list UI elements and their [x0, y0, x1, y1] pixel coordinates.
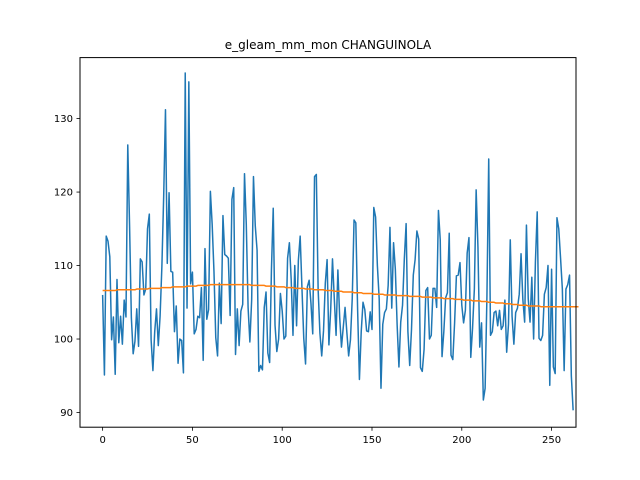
- x-tick-label: 50: [186, 435, 199, 446]
- x-axis: 0 50 100 150 200 250: [99, 427, 561, 446]
- y-tick-label: 100: [54, 335, 73, 346]
- x-tick-label: 150: [362, 435, 381, 446]
- y-tick-label: 120: [54, 188, 73, 199]
- x-tick-label: 0: [99, 435, 105, 446]
- plot-area: [101, 72, 579, 411]
- x-tick-label: 250: [542, 435, 561, 446]
- axes-frame: [79, 57, 577, 428]
- y-axis: 90 100 110 120 130: [54, 114, 80, 419]
- y-tick-label: 130: [54, 114, 73, 125]
- series-line-1: [101, 72, 574, 411]
- series-line-2: [102, 283, 579, 308]
- y-tick-label: 110: [54, 261, 73, 272]
- y-tick-label: 90: [60, 408, 73, 419]
- x-tick-label: 200: [452, 435, 471, 446]
- chart-title: e_gleam_mm_mon CHANGUINOLA: [225, 38, 432, 52]
- x-tick-label: 100: [273, 435, 292, 446]
